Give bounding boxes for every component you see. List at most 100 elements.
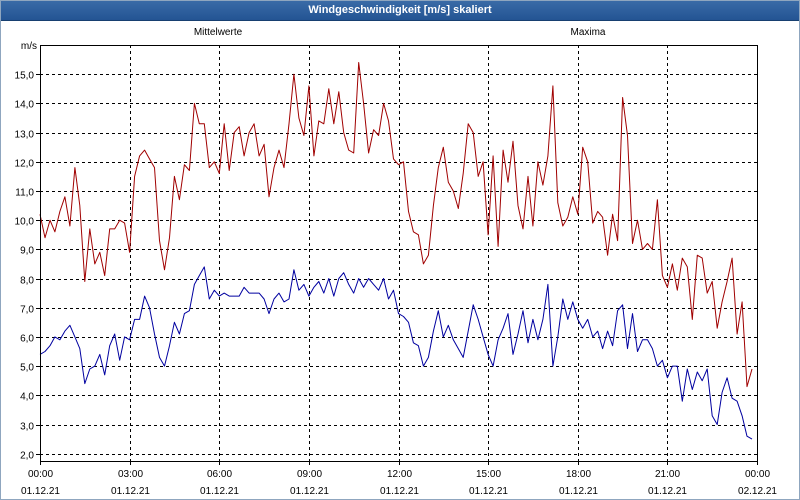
data-point-maxima [452, 190, 455, 193]
x-tick-label-date: 01.12.21 [648, 486, 687, 497]
y-tick-label: 14,0 [15, 100, 35, 111]
data-point-maxima [58, 210, 61, 213]
data-point-mittelwerte [616, 309, 619, 312]
data-point-maxima [631, 242, 634, 245]
data-point-mittelwerte [128, 338, 131, 341]
data-point-maxima [168, 236, 171, 239]
data-point-mittelwerte [561, 298, 564, 301]
data-point-maxima [138, 154, 141, 157]
data-point-maxima [253, 122, 256, 125]
series-layer [39, 61, 753, 440]
data-point-maxima [626, 134, 629, 137]
data-point-mittelwerte [188, 309, 191, 312]
data-point-maxima [352, 152, 355, 155]
data-point-mittelwerte [238, 295, 241, 298]
data-point-mittelwerte [467, 330, 470, 333]
data-point-mittelwerte [268, 312, 271, 315]
data-point-maxima [606, 254, 609, 257]
data-point-mittelwerte [208, 298, 211, 301]
data-point-mittelwerte [497, 338, 500, 341]
data-point-maxima [228, 169, 231, 172]
data-point-mittelwerte [392, 289, 395, 292]
data-point-maxima [531, 225, 534, 228]
x-tick-label-time: 09:00 [297, 469, 322, 480]
data-point-maxima [148, 157, 151, 160]
data-point-maxima [208, 166, 211, 169]
data-point-maxima [123, 222, 126, 225]
y-tick-label: 9,0 [20, 246, 34, 257]
data-point-mittelwerte [551, 365, 554, 368]
data-point-maxima [541, 184, 544, 187]
data-point-mittelwerte [681, 400, 684, 403]
data-point-mittelwerte [288, 298, 291, 301]
data-point-mittelwerte [686, 368, 689, 371]
data-point-mittelwerte [283, 300, 286, 303]
data-point-mittelwerte [213, 289, 216, 292]
data-point-maxima [372, 128, 375, 131]
data-point-mittelwerte [576, 318, 579, 321]
data-point-mittelwerte [78, 347, 81, 350]
data-point-mittelwerte [138, 318, 141, 321]
data-point-maxima [88, 227, 91, 230]
x-tick-label-time: 12:00 [387, 469, 412, 480]
data-point-mittelwerte [716, 423, 719, 426]
x-tick-label-time: 00:00 [745, 469, 770, 480]
data-point-maxima [422, 262, 425, 265]
y-tick-label: 11,0 [15, 188, 34, 199]
data-point-maxima [696, 254, 699, 257]
data-point-mittelwerte [98, 353, 101, 356]
data-point-maxima [477, 175, 480, 178]
data-point-maxima [288, 122, 291, 125]
data-point-maxima [402, 160, 405, 163]
data-point-maxima [487, 233, 490, 236]
data-point-maxima [268, 195, 271, 198]
data-point-maxima [118, 219, 121, 222]
data-point-mittelwerte [502, 327, 505, 330]
data-point-mittelwerte [337, 277, 340, 280]
data-point-maxima [457, 207, 460, 210]
data-point-maxima [367, 152, 370, 155]
data-point-mittelwerte [63, 330, 66, 333]
data-point-maxima [243, 154, 246, 157]
data-point-maxima [178, 198, 181, 201]
data-point-maxima [143, 149, 146, 152]
data-point-maxima [731, 257, 734, 260]
x-tick-label-time: 21:00 [655, 469, 680, 480]
data-point-maxima [53, 230, 56, 233]
data-point-mittelwerte [417, 344, 420, 347]
y-tick-label: 13,0 [15, 130, 35, 141]
data-point-mittelwerte [53, 335, 56, 338]
data-point-maxima [706, 292, 709, 295]
data-point-mittelwerte [492, 365, 495, 368]
data-point-maxima [297, 117, 300, 120]
data-point-maxima [307, 84, 310, 87]
data-point-mittelwerte [701, 379, 704, 382]
data-point-maxima [357, 61, 360, 64]
data-point-mittelwerte [73, 335, 76, 338]
data-point-maxima [512, 140, 515, 143]
data-point-maxima [163, 268, 166, 271]
data-point-maxima [153, 166, 156, 169]
x-tick-label-date: 02.12.21 [738, 486, 777, 497]
data-point-mittelwerte [223, 292, 226, 295]
data-point-maxima [482, 160, 485, 163]
data-point-maxima [571, 195, 574, 198]
data-point-mittelwerte [113, 333, 116, 336]
data-point-mittelwerte [68, 324, 71, 327]
data-point-maxima [263, 143, 266, 146]
data-point-mittelwerte [168, 344, 171, 347]
data-point-mittelwerte [133, 318, 136, 321]
data-point-maxima [646, 242, 649, 245]
data-point-mittelwerte [278, 292, 281, 295]
data-point-maxima [387, 119, 390, 122]
data-point-mittelwerte [477, 318, 480, 321]
data-point-maxima [522, 227, 525, 230]
data-point-mittelwerte [253, 292, 256, 295]
data-point-maxima [44, 236, 47, 239]
data-point-maxima [327, 87, 330, 90]
y-tick-label: 4,0 [20, 392, 34, 403]
data-point-mittelwerte [148, 306, 151, 309]
data-point-mittelwerte [566, 318, 569, 321]
data-point-maxima [686, 265, 689, 268]
data-point-maxima [666, 286, 669, 289]
